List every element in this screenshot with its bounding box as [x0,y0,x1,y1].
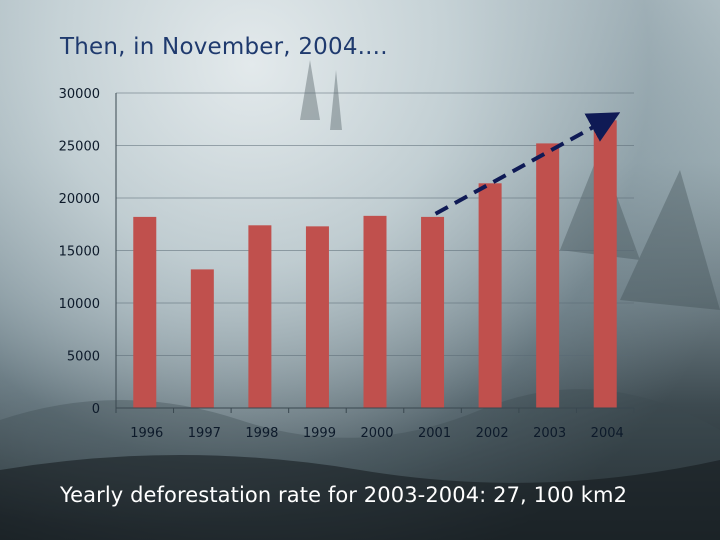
y-tick-label: 10000 [59,297,100,312]
y-tick-label: 5000 [67,350,100,365]
x-tick-label: 1998 [245,426,278,441]
axes [115,93,635,413]
bars [133,120,617,409]
y-tick-label: 0 [92,402,100,417]
y-tick-label: 15000 [59,245,100,260]
bar-2004 [593,120,617,409]
y-tick-label: 20000 [59,192,100,207]
x-tick-label: 1996 [130,426,163,441]
slide-caption: Yearly deforestation rate for 2003-2004:… [60,483,628,507]
bar-1999 [305,226,329,408]
bar-2000 [363,215,387,408]
x-tick-labels: 1996 1997 1998 1999 2000 2001 2002 2003 2004 [130,426,624,441]
x-tick-label: 2004 [591,426,624,441]
bar-1998 [248,225,272,408]
x-tick-label: 2003 [533,426,566,441]
x-tick-label: 2001 [418,426,451,441]
trend-arrow [434,112,621,216]
x-tick-label: 2000 [360,426,393,441]
slide-title: Then, in November, 2004.... [60,34,388,60]
bar-2001 [421,216,445,408]
y-tick-label: 30000 [59,87,100,102]
bar-1997 [190,269,214,408]
x-tick-label: 1997 [188,426,221,441]
bar-1996 [133,216,157,408]
x-tick-label: 2002 [476,426,509,441]
y-tick-labels: 0 5000 10000 15000 20000 25000 30000 [59,87,100,417]
bar-2002 [478,183,502,408]
x-tick-label: 1999 [303,426,336,441]
trend-arrow-line [434,112,621,216]
y-tick-label: 25000 [59,140,100,155]
bar-2003 [536,143,560,408]
